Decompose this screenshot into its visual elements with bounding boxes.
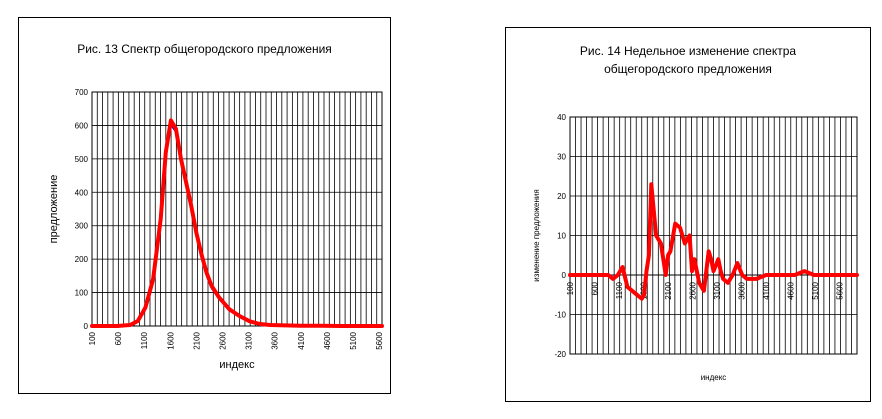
x-tick-label: 1600 <box>166 331 175 349</box>
x-tick-label: 3100 <box>713 281 722 299</box>
y-tick-label: 400 <box>75 188 89 197</box>
x-tick-label: 3100 <box>245 331 254 349</box>
x-tick-label: 5600 <box>375 331 384 349</box>
x-tick-label: 4100 <box>762 281 771 299</box>
x-tick-label: 2100 <box>192 331 201 349</box>
y-axis-label: изменение предложения <box>532 189 541 281</box>
chart-panel-spectrum: Рис. 13 Спектр общегородского предложени… <box>18 17 391 394</box>
x-axis-label: индекс <box>701 373 727 382</box>
x-tick-label: 600 <box>591 281 600 295</box>
x-tick-label: 3600 <box>271 331 280 349</box>
x-tick-label: 5100 <box>349 331 358 349</box>
y-tick-label: -20 <box>554 350 566 359</box>
x-tick-label: 1100 <box>140 331 149 349</box>
y-tick-label: -10 <box>554 311 566 320</box>
chart-title-line-1: Рис. 14 Недельное изменение спектра <box>579 44 797 58</box>
chart-title: Рис. 13 Спектр общегородского предложени… <box>77 42 332 56</box>
x-tick-label: 4600 <box>787 281 796 299</box>
y-axis-label: предложение <box>48 175 60 244</box>
y-tick-label: 20 <box>557 192 566 201</box>
y-tick-label: 40 <box>557 113 566 122</box>
chart-title-line-2: общегородского предложения <box>604 62 772 76</box>
x-tick-label: 100 <box>88 331 97 345</box>
series-line <box>568 182 859 301</box>
y-tick-label: 0 <box>84 322 89 331</box>
x-axis-label: индекс <box>219 359 255 371</box>
x-tick-label: 2100 <box>664 281 673 299</box>
x-tick-label: 2600 <box>689 281 698 299</box>
y-tick-label: 0 <box>562 271 567 280</box>
y-tick-label: 600 <box>75 121 89 130</box>
y-tick-label: 700 <box>75 88 89 97</box>
y-tick-label: 100 <box>75 289 89 298</box>
plot-frame <box>91 91 383 327</box>
series-line-red <box>90 118 384 328</box>
x-tick-label: 1100 <box>615 281 624 299</box>
x-tick-label: 4100 <box>297 331 306 349</box>
x-tick-label: 2600 <box>219 331 228 349</box>
x-tick-label: 600 <box>114 331 123 345</box>
y-tick-label: 10 <box>557 232 566 241</box>
x-tick-label: 4600 <box>323 331 332 349</box>
y-tick-label: 200 <box>75 255 89 264</box>
x-tick-label: 5600 <box>836 281 845 299</box>
y-tick-label: 300 <box>75 222 89 231</box>
x-tick-label: 5100 <box>811 281 820 299</box>
plot-frame <box>569 116 858 355</box>
chart-panel-weekly-change: Рис. 14 Недельное изменение спектра обще… <box>505 27 871 402</box>
x-tick-label: 3600 <box>738 281 747 299</box>
y-tick-label: 30 <box>557 153 566 162</box>
x-tick-label: 100 <box>566 281 575 295</box>
y-tick-label: 500 <box>75 155 89 164</box>
